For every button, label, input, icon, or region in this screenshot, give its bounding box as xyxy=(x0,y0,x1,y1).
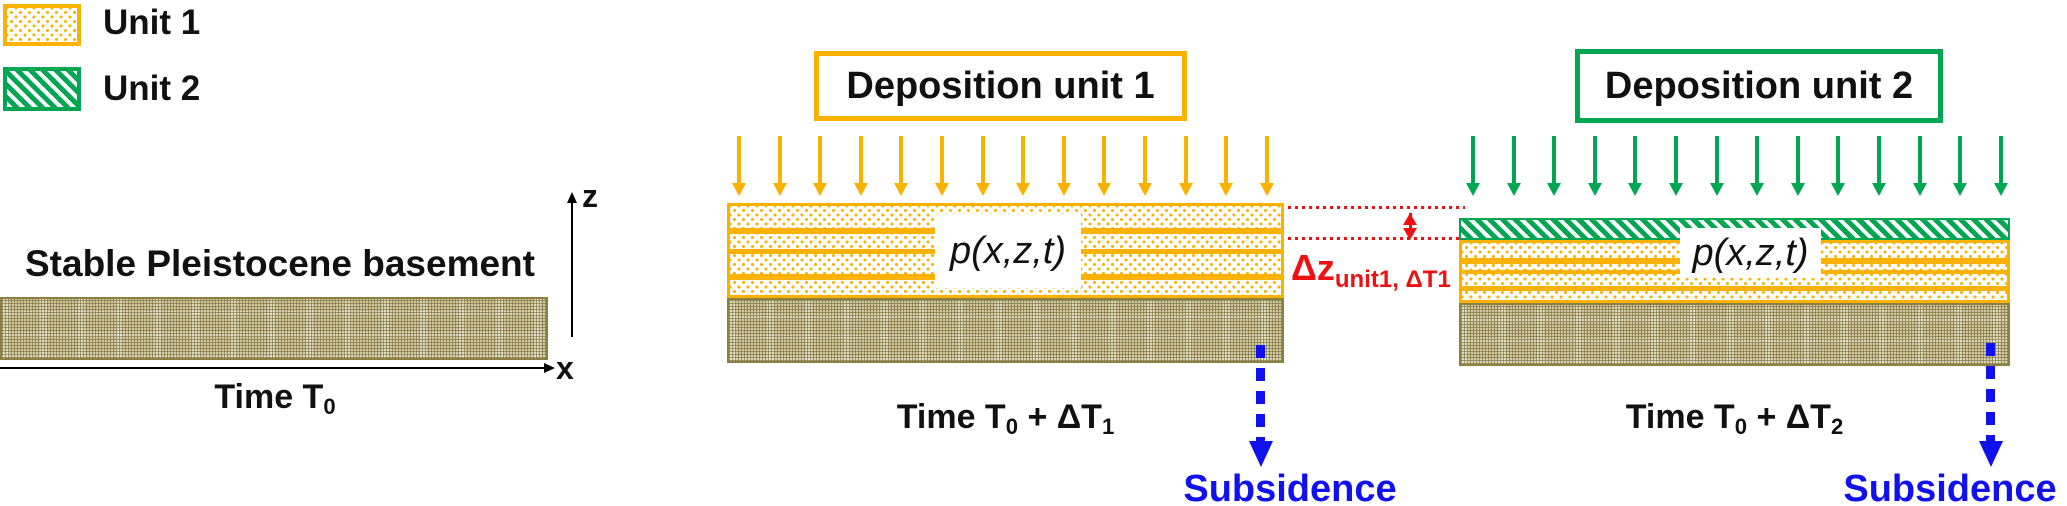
delta-z-dim-line-top xyxy=(1288,206,1465,209)
down-arrow-icon xyxy=(1183,136,1188,183)
down-arrow-icon xyxy=(1264,136,1269,183)
subsidence-arrowhead-icon xyxy=(1249,441,1273,479)
z-axis-line xyxy=(571,197,573,337)
down-arrow-icon xyxy=(1021,136,1026,183)
x-axis-arrowhead-icon xyxy=(544,363,560,373)
deposition-unit2-box: Deposition unit 2 xyxy=(1575,49,1943,123)
down-arrow-icon xyxy=(1633,136,1638,183)
down-arrow-icon xyxy=(1471,136,1475,183)
time-t0-label: Time T0 xyxy=(214,378,336,420)
subsidence-arrowhead-icon xyxy=(1979,441,2003,479)
down-arrow-icon xyxy=(858,136,863,183)
down-arrow-icon xyxy=(1552,136,1557,183)
down-arrow-icon xyxy=(1958,136,1963,183)
z-axis-label: z xyxy=(582,178,598,214)
pressure-label-unit1: p(x,z,t) xyxy=(935,214,1081,288)
deposition-arrows-unit2 xyxy=(1471,136,2003,196)
x-axis-label: x xyxy=(556,350,574,386)
delta-z-label: Δzunit1, ΔT1 xyxy=(1291,247,1451,294)
down-arrow-icon xyxy=(940,136,945,183)
down-arrow-icon xyxy=(1795,136,1800,183)
basement-rect-t2 xyxy=(1459,303,2010,366)
basement-rect-t0 xyxy=(0,297,548,360)
z-axis-arrowhead-icon xyxy=(567,187,577,203)
down-arrow-icon xyxy=(1836,136,1841,183)
legend-unit2-label: Unit 2 xyxy=(103,69,201,108)
down-arrow-icon xyxy=(737,136,741,183)
legend-unit1-label: Unit 1 xyxy=(103,3,201,42)
delta-z-arrowhead-down-icon xyxy=(1403,228,1417,247)
subsidence-label-1: Subsidence xyxy=(1183,468,1397,506)
down-arrow-icon xyxy=(1511,136,1516,183)
down-arrow-icon xyxy=(1917,136,1922,183)
down-arrow-icon xyxy=(1998,136,2003,183)
down-arrow-icon xyxy=(980,136,985,183)
down-arrow-icon xyxy=(899,136,904,183)
legend-unit2-swatch xyxy=(3,67,81,111)
down-arrow-icon xyxy=(1592,136,1597,183)
down-arrow-icon xyxy=(1102,136,1107,183)
down-arrow-icon xyxy=(1714,136,1719,183)
delta-z-dim-line-bottom xyxy=(1288,237,1460,240)
pressure-label-unit2: p(x,z,t) xyxy=(1680,228,1821,278)
down-arrow-icon xyxy=(1061,136,1066,183)
basement-panel-title: Stable Pleistocene basement xyxy=(25,243,535,284)
down-arrow-icon xyxy=(1755,136,1760,183)
time-t1-label: Time T0 + ΔT1 xyxy=(896,398,1115,440)
x-axis-line xyxy=(0,367,545,369)
deposition-arrows-unit1 xyxy=(737,136,1269,196)
down-arrow-icon xyxy=(777,136,782,183)
down-arrow-icon xyxy=(1143,136,1148,183)
layer-divider xyxy=(1461,286,2008,291)
delta-z-arrowhead-up-icon xyxy=(1403,206,1417,225)
down-arrow-icon xyxy=(1674,136,1679,183)
deposition-unit1-box: Deposition unit 1 xyxy=(814,51,1187,121)
down-arrow-icon xyxy=(1224,136,1229,183)
time-t2-label: Time T0 + ΔT2 xyxy=(1625,398,1844,440)
subsidence-arrow-shaft xyxy=(1986,343,1995,441)
down-arrow-icon xyxy=(818,136,823,183)
legend-unit1-swatch xyxy=(3,4,81,46)
down-arrow-icon xyxy=(1877,136,1882,183)
basement-rect-t1 xyxy=(727,298,1284,363)
subsidence-label-2: Subsidence xyxy=(1843,468,2057,506)
subsidence-arrow-shaft xyxy=(1256,345,1265,441)
